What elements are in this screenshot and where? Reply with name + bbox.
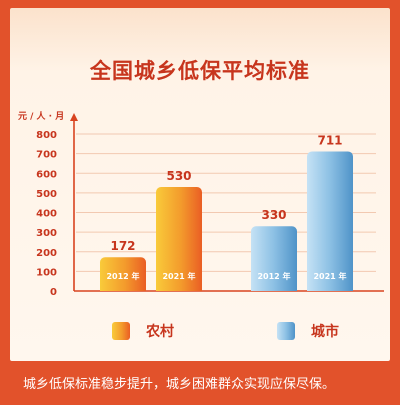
y-axis-label: 元 / 人 · 月 [18,110,64,122]
y-tick-label: 300 [36,228,57,239]
y-tick-label: 400 [36,209,57,220]
legend-label: 农村 [145,323,174,340]
y-axis-arrow-icon [70,113,78,121]
chart-caption: 城乡低保标准稳步提升，城乡困难群众实现应保尽保。 [23,377,336,392]
y-tick-label: 200 [36,248,57,259]
legend-swatch [112,322,130,340]
y-tick-label: 500 [36,189,57,200]
y-tick-label: 700 [36,150,57,161]
bar-urban-2021 [307,151,353,291]
y-tick-label: 600 [36,169,57,180]
bar-category-label: 2021 年 [162,271,195,281]
y-tick-label: 100 [36,267,57,278]
chart-title: 全国城乡低保平均标准 [90,59,310,83]
bar-category-label: 2012 年 [106,271,139,281]
bar-base [307,286,353,291]
bar-value-label: 711 [317,133,342,147]
bar-chart: 0 100 200 300 400 500 600 700 800 元 / 人 · 月 172 20… [18,110,384,340]
y-tick-label: 800 [36,130,57,141]
y-tick-label: 0 [50,287,57,298]
bar-urban-2012 [251,226,297,291]
legend-swatch [277,322,295,340]
bar-rural-2021 [156,186,202,291]
bar-category-label: 2021 年 [313,271,346,281]
bar-base [156,286,202,291]
legend-label: 城市 [311,323,339,340]
bar-value-label: 530 [166,169,191,183]
bar-rural-2012 [100,257,146,291]
bar-base [251,286,297,291]
bar-category-label: 2012 年 [257,271,290,281]
bar-value-label: 330 [261,208,286,222]
bar-value-label: 172 [110,239,135,253]
bar-base [100,286,146,291]
